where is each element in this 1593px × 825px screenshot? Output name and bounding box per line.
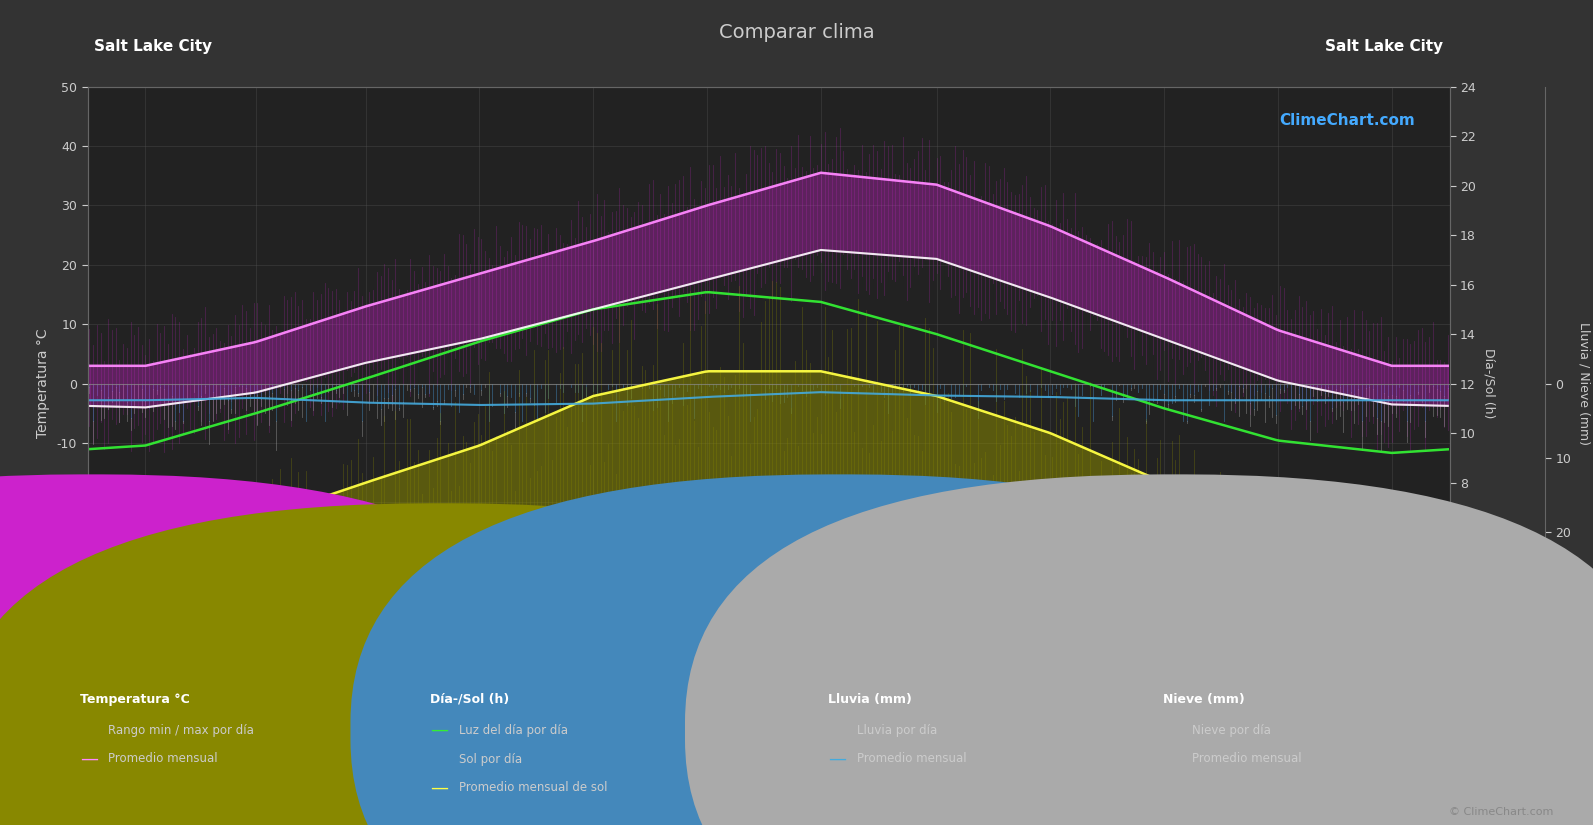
Text: —: — — [1163, 750, 1180, 768]
Text: Temperatura °C: Temperatura °C — [80, 693, 190, 706]
Text: Salt Lake City: Salt Lake City — [1325, 39, 1443, 54]
Y-axis label: Lluvia / Nieve (mm): Lluvia / Nieve (mm) — [1577, 322, 1591, 446]
Y-axis label: Temperatura °C: Temperatura °C — [35, 329, 49, 438]
Text: —: — — [430, 779, 448, 797]
Text: —: — — [430, 721, 448, 739]
Text: Rango min / max por día: Rango min / max por día — [108, 724, 255, 737]
Y-axis label: Día-/Sol (h): Día-/Sol (h) — [1483, 348, 1496, 419]
Text: —: — — [828, 750, 846, 768]
Text: ClimeChart.com: ClimeChart.com — [121, 573, 258, 589]
Text: Promedio mensual: Promedio mensual — [108, 752, 218, 766]
Text: Nieve (mm): Nieve (mm) — [1163, 693, 1244, 706]
Text: Sol por día: Sol por día — [459, 752, 523, 766]
Text: Nieve por día: Nieve por día — [1192, 724, 1271, 737]
Text: Salt Lake City: Salt Lake City — [94, 39, 212, 54]
Text: Promedio mensual de sol: Promedio mensual de sol — [459, 781, 607, 794]
Text: Lluvia (mm): Lluvia (mm) — [828, 693, 913, 706]
Text: Promedio mensual: Promedio mensual — [1192, 752, 1301, 766]
Text: ClimeChart.com: ClimeChart.com — [1279, 113, 1415, 129]
Text: Lluvia por día: Lluvia por día — [857, 724, 937, 737]
Text: Promedio mensual: Promedio mensual — [857, 752, 967, 766]
Text: Luz del día por día: Luz del día por día — [459, 724, 567, 737]
Text: Comparar clima: Comparar clima — [718, 23, 875, 42]
Text: © ClimeChart.com: © ClimeChart.com — [1448, 807, 1553, 817]
Text: Día-/Sol (h): Día-/Sol (h) — [430, 693, 510, 706]
Text: —: — — [80, 750, 97, 768]
